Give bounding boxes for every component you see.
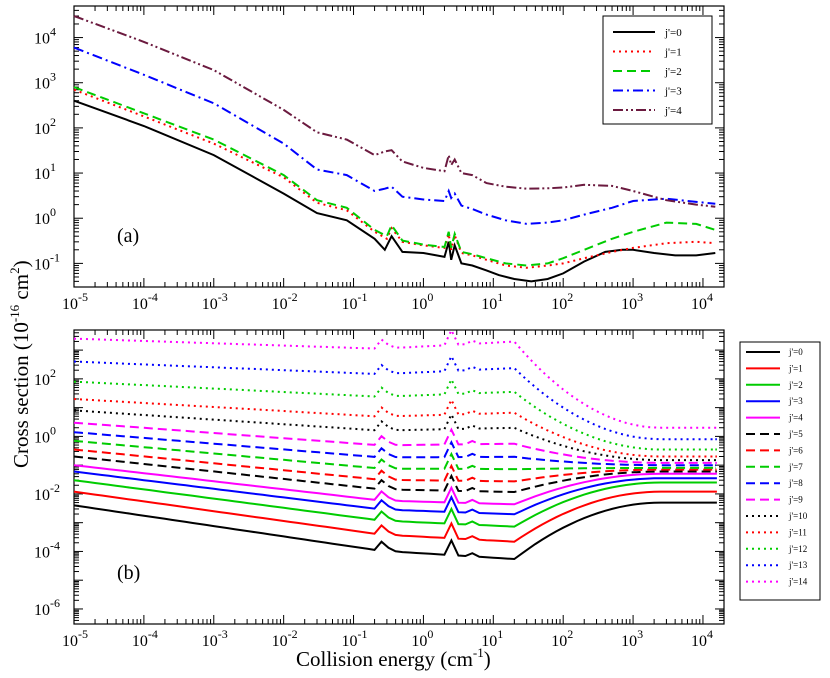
series-line-b-4 bbox=[73, 464, 717, 506]
series-line-a-4 bbox=[73, 15, 716, 208]
y-tick-label: 100 bbox=[34, 423, 56, 446]
plot-frame-a bbox=[73, 5, 725, 288]
series-line-b-2 bbox=[73, 479, 717, 528]
y-tick-label: 102 bbox=[34, 115, 56, 138]
series-line-a-3 bbox=[73, 46, 716, 225]
x-tick-label: 10-3 bbox=[202, 290, 228, 313]
legend-label-b: j'=10 bbox=[788, 511, 808, 521]
series-line-a-2 bbox=[73, 86, 716, 267]
x-tick-label: 10-4 bbox=[132, 627, 158, 650]
y-tick-label: 10-4 bbox=[34, 538, 60, 561]
series-line-b-0 bbox=[73, 501, 717, 561]
x-axis-title: Collision energy (cm-1) bbox=[296, 645, 491, 671]
x-tick-label: 10-1 bbox=[342, 627, 368, 650]
x-tick-label: 102 bbox=[551, 627, 573, 650]
legend-label-a: j'=3 bbox=[664, 86, 682, 98]
x-tick-label: 10-4 bbox=[132, 290, 158, 313]
y-axis-title: Cross section (10-16 cm2) bbox=[7, 260, 33, 468]
legend-label-b: j'=3 bbox=[788, 396, 803, 406]
series-line-b-3 bbox=[73, 470, 717, 516]
legend-label-b: j'=12 bbox=[788, 544, 807, 554]
y-tick-label: 104 bbox=[34, 25, 56, 48]
legend-box-b bbox=[739, 341, 821, 601]
legend-label-a: j'=4 bbox=[664, 105, 682, 117]
legend-label-b: j'=5 bbox=[788, 429, 803, 439]
x-tick-label: 10-2 bbox=[272, 627, 298, 650]
series-line-b-11 bbox=[73, 397, 717, 458]
panel-a-label: (a) bbox=[117, 225, 139, 247]
series-line-b-10 bbox=[73, 409, 717, 462]
y-tick-label: 10-6 bbox=[34, 596, 60, 619]
legend-label-b: j'=14 bbox=[788, 577, 808, 587]
x-tick-label: 101 bbox=[481, 290, 503, 313]
y-tick-label: 103 bbox=[34, 70, 56, 93]
legend-label-a: j'=2 bbox=[664, 66, 682, 78]
legend-label-b: j'=7 bbox=[788, 462, 803, 472]
x-tick-label: 103 bbox=[621, 627, 643, 650]
series-line-b-14 bbox=[73, 327, 717, 429]
x-tick-label: 100 bbox=[411, 290, 433, 313]
x-tick-label: 104 bbox=[691, 290, 713, 313]
x-tick-label: 101 bbox=[481, 627, 503, 650]
y-tick-label: 100 bbox=[34, 205, 56, 228]
legend-label-b: j'=4 bbox=[788, 413, 803, 423]
x-tick-label: 10-1 bbox=[342, 290, 368, 313]
y-tick-label: 10-1 bbox=[34, 250, 60, 273]
x-tick-label: 10-3 bbox=[202, 627, 228, 650]
legend-label-a: j'=1 bbox=[664, 47, 682, 59]
series-line-b-8 bbox=[73, 431, 717, 467]
series-line-a-0 bbox=[73, 99, 716, 283]
y-tick-label: 10-2 bbox=[34, 481, 60, 504]
panel-b-label: (b) bbox=[117, 562, 140, 584]
legend-label-b: j'=1 bbox=[788, 363, 803, 373]
legend-label-b: j'=9 bbox=[788, 495, 803, 505]
x-tick-label: 102 bbox=[551, 290, 573, 313]
legend-label-b: j'=0 bbox=[788, 347, 803, 357]
x-tick-label: 100 bbox=[411, 627, 433, 650]
legend-label-b: j'=11 bbox=[788, 527, 807, 537]
series-line-a-1 bbox=[73, 88, 716, 269]
legend-label-b: j'=6 bbox=[788, 445, 803, 455]
legend-label-b: j'=8 bbox=[788, 478, 803, 488]
legend-label-b: j'=13 bbox=[788, 560, 808, 570]
x-tick-label: 10-5 bbox=[62, 627, 88, 650]
legend-label-b: j'=2 bbox=[788, 380, 803, 390]
series-line-b-1 bbox=[73, 490, 717, 543]
y-tick-label: 101 bbox=[34, 160, 56, 183]
x-tick-label: 104 bbox=[691, 627, 713, 650]
series-line-b-12 bbox=[73, 377, 717, 451]
x-tick-label: 10-5 bbox=[62, 290, 88, 313]
series-line-b-13 bbox=[73, 353, 717, 441]
x-tick-label: 103 bbox=[621, 290, 643, 313]
legend-label-a: j'=0 bbox=[664, 27, 682, 39]
x-tick-label: 10-2 bbox=[272, 290, 298, 313]
y-tick-label: 102 bbox=[34, 366, 56, 389]
